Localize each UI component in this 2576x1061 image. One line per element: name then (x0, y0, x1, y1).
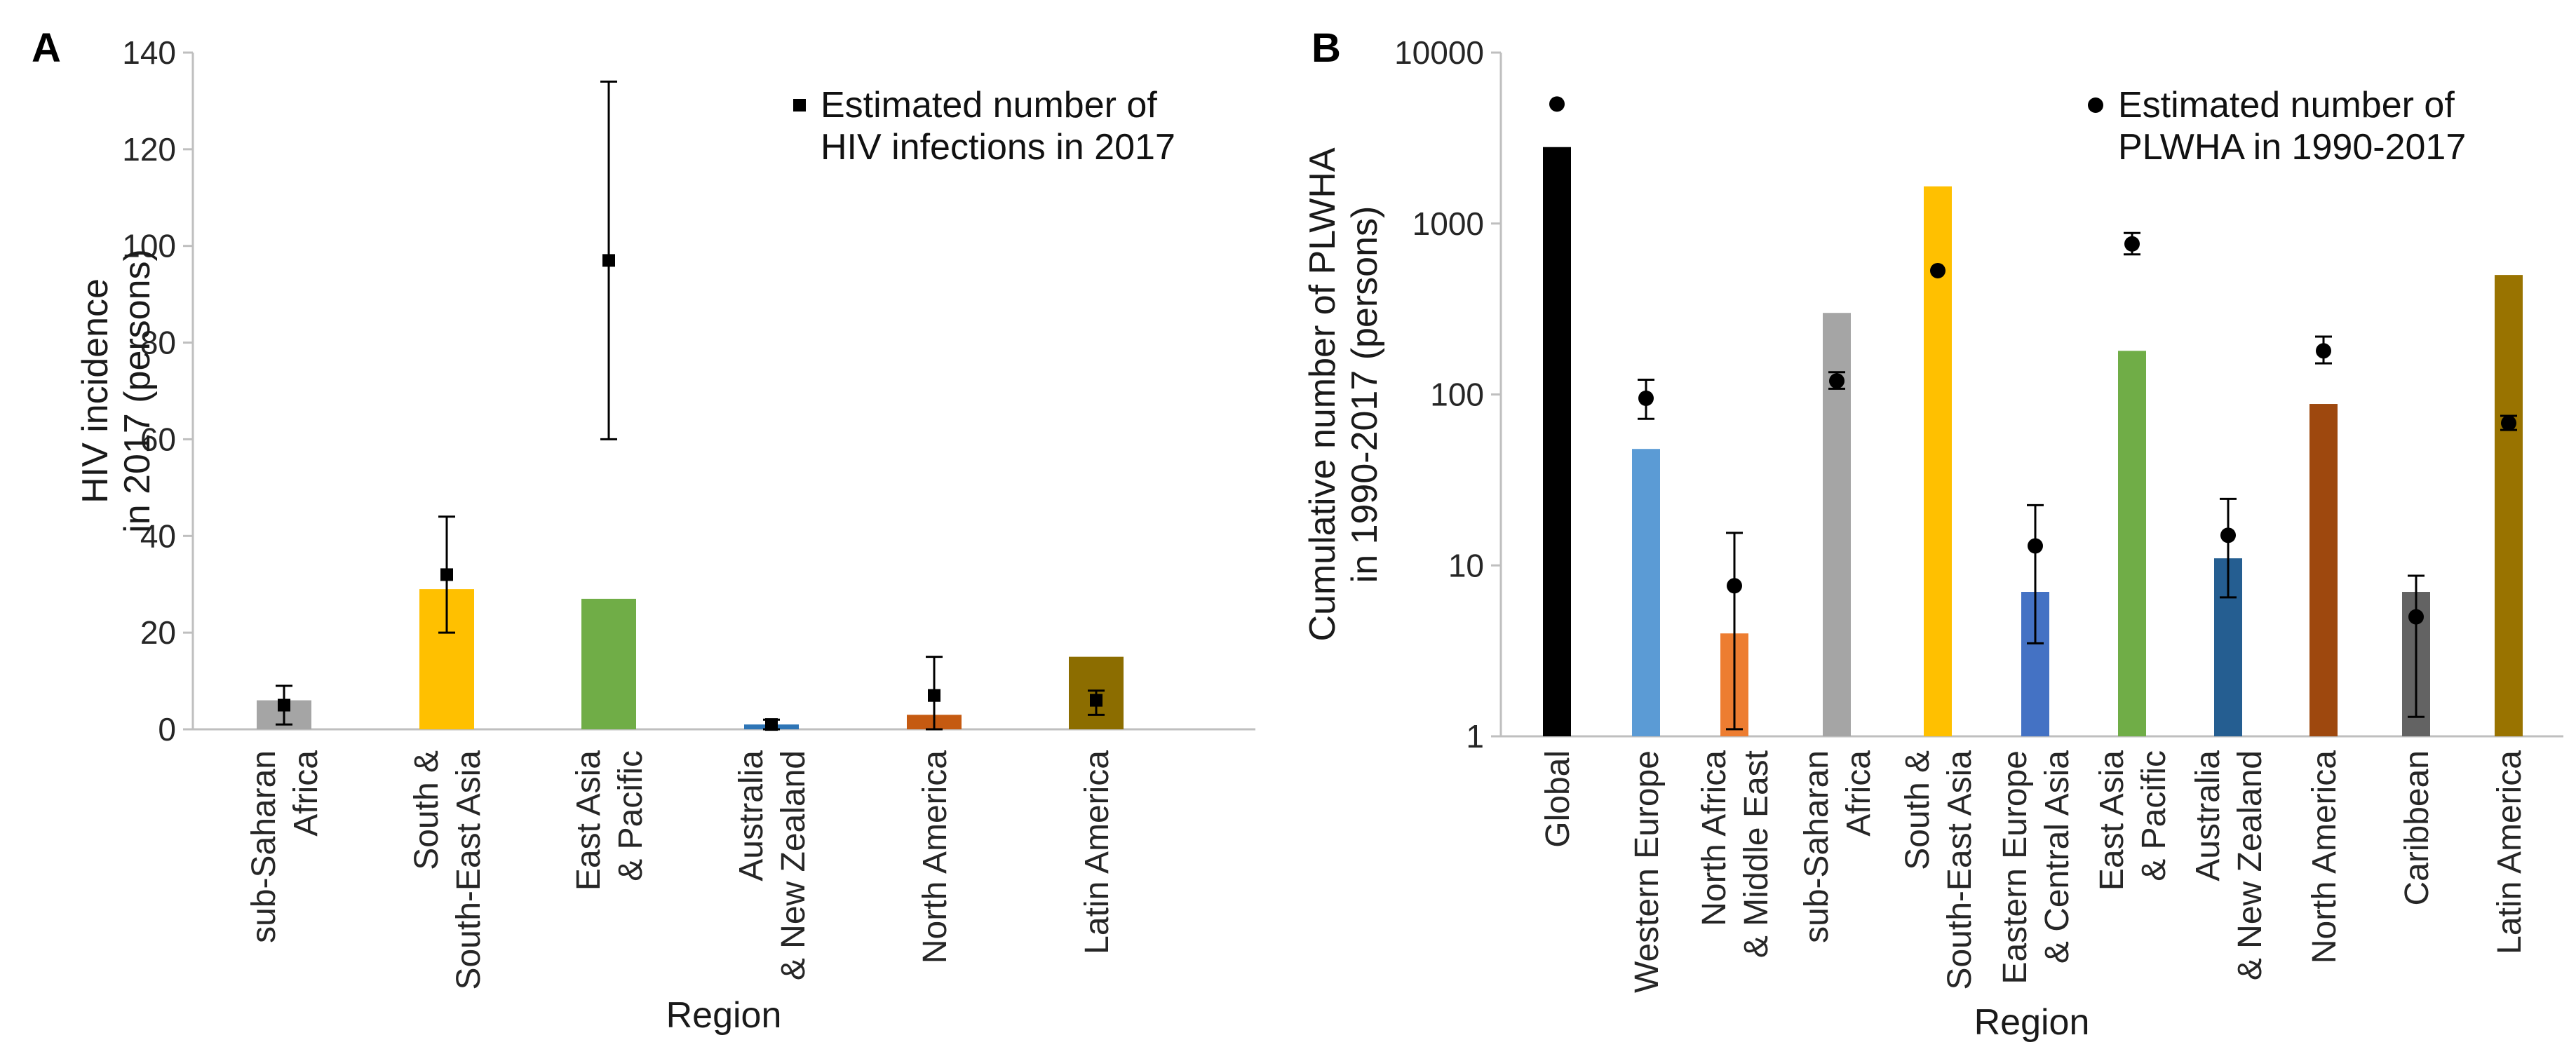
panel-b-estimate-point (2028, 538, 2043, 554)
panel-b-bar (1632, 449, 1660, 736)
panel-b-category-label: Global (1539, 750, 1577, 848)
panel-a-legend-text: HIV infections in 2017 (821, 127, 1175, 168)
panel-b-category-label: East Asia (2093, 750, 2131, 891)
panel-b-y-tick-label: 10000 (1394, 34, 1484, 71)
panel-b-category-label: Caribbean (2399, 750, 2436, 905)
panel-b-y-tick-label: 1 (1466, 718, 1484, 755)
panel-a-category-label: Latin America (1079, 750, 1116, 954)
panel-b-estimate-point (1930, 262, 1946, 278)
panel-a-label: A (32, 25, 61, 71)
panel-a-category-label: South & (408, 750, 445, 870)
panel-b-category-label: Western Europe (1628, 750, 1666, 993)
panel-b-category-label: North America (2306, 750, 2343, 964)
panel-a-category-label: South-East Asia (450, 750, 487, 990)
panel-b-category-label: & Middle East (1738, 750, 1775, 958)
panel-a-category-label: & Pacific (612, 750, 649, 881)
panel-b-estimate-point (2124, 236, 2140, 252)
panel-a-category-label: & New Zealand (775, 750, 812, 980)
panel-b-bar (1543, 147, 1571, 736)
panel-b-estimate-point (2408, 609, 2424, 625)
panel-b-estimate-point (1829, 373, 1845, 389)
panel-a-y-tick-label: 140 (122, 34, 176, 71)
panel-b-estimate-point (2316, 343, 2331, 359)
panel-a-legend-text: Estimated number of (821, 85, 1157, 126)
panel-b-category-label: South-East Asia (1941, 750, 1978, 990)
panel-a-legend-marker (793, 99, 806, 111)
panel-b-legend-text: PLWHA in 1990-2017 (2118, 127, 2466, 168)
panel-a-estimate-point (602, 254, 615, 267)
panel-b-category-label: South & (1899, 750, 1936, 870)
panel-a-estimate-point (765, 718, 778, 731)
panel-b-label: B (1311, 25, 1341, 71)
panel-a-y-tick-label: 20 (140, 614, 176, 651)
panel-b-bar (2118, 351, 2146, 736)
panel-b-category-label: & New Zealand (2232, 750, 2269, 980)
panel-a-y-tick-label: 100 (122, 228, 176, 264)
panel-b-estimate-point (1549, 96, 1565, 112)
panel-a-category-label: Africa (288, 750, 325, 837)
panel-a-y-axis-title: HIV incidence (75, 278, 116, 504)
panel-b-category-label: Latin America (2491, 750, 2528, 954)
panel-b-legend-text: Estimated number of (2118, 85, 2455, 126)
panel-a-y-tick-label: 120 (122, 131, 176, 168)
panel-a-category-label: Australia (733, 750, 770, 881)
panel-a-y-tick-label: 0 (158, 711, 176, 748)
panel-b-y-tick-label: 1000 (1412, 205, 1484, 242)
panel-b-estimate-point (1727, 578, 1742, 594)
panel-b-legend-marker (2088, 97, 2103, 113)
panel-b-category-label: North Africa (1696, 750, 1733, 926)
panel-b-y-tick-label: 100 (1430, 377, 1484, 413)
panel-a-estimate-point (278, 698, 290, 712)
panel-b-category-label: Africa (1840, 750, 1877, 837)
panel-b-x-axis-title: Region (1974, 1002, 2090, 1043)
panel-b-y-axis-title: Cumulative number of PLWHA (1302, 147, 1343, 642)
panel-b-category-label: Australia (2190, 750, 2227, 881)
panel-a-category-label: North America (917, 750, 954, 964)
panel-b-bar (2309, 404, 2338, 736)
panel-a-category-label: East Asia (570, 750, 607, 891)
panel-b-bar (2495, 275, 2523, 736)
panel-b-y-tick-label: 10 (1448, 547, 1484, 583)
panel-a-y-tick-label: 80 (140, 325, 176, 361)
panel-a-y-tick-label: 60 (140, 421, 176, 457)
panel-b-estimate-point (2501, 415, 2516, 431)
panel-a-estimate-point (440, 568, 453, 581)
panel-a-estimate-point (928, 689, 940, 702)
panel-a-estimate-point (1090, 694, 1102, 707)
panel-b-y-axis-title: in 1990-2017 (persons) (1344, 206, 1385, 583)
panel-a-bar (581, 598, 636, 729)
panel-a-category-label: sub-Saharan (245, 750, 283, 943)
panel-b-category-label: & Pacific (2136, 750, 2173, 881)
panel-b-estimate-point (2220, 527, 2236, 543)
panel-b-category-label: Eastern Europe (1997, 750, 2034, 985)
panel-a-y-tick-label: 40 (140, 518, 176, 554)
panel-a-x-axis-title: Region (666, 995, 782, 1036)
panel-b-estimate-point (1638, 390, 1654, 406)
panel-b-category-label: sub-Saharan (1798, 750, 1835, 943)
panel-a-y-axis-title: in 2017 (persons) (117, 249, 158, 533)
panel-b-category-label: & Central Asia (2039, 750, 2076, 964)
